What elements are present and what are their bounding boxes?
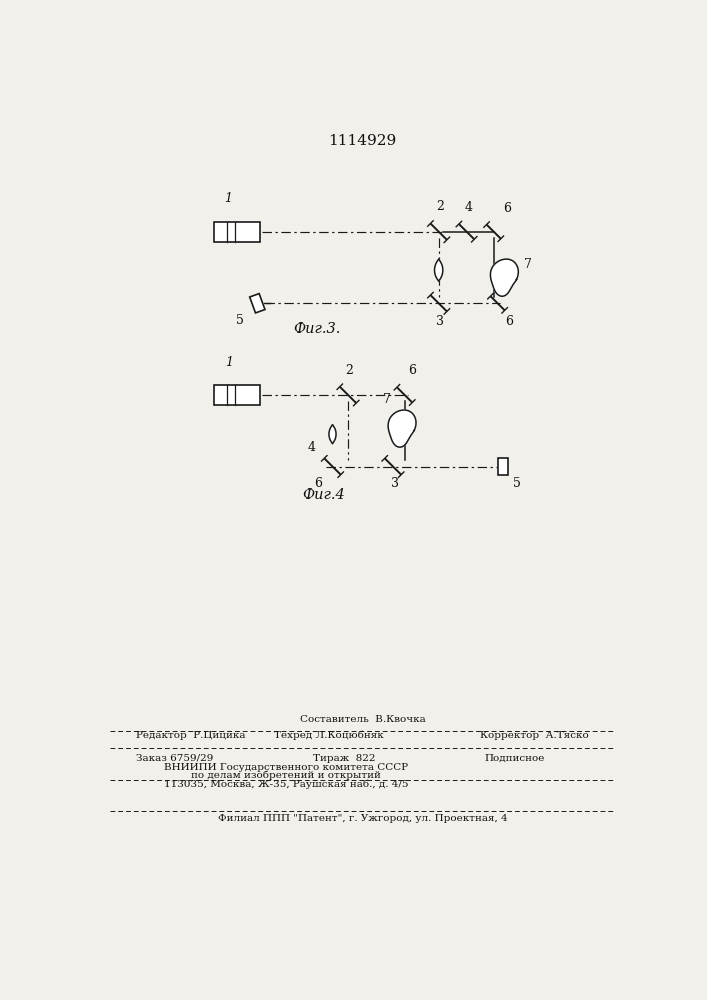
Text: 6: 6: [409, 364, 416, 377]
Text: 1: 1: [226, 356, 233, 369]
Polygon shape: [388, 410, 416, 447]
Text: Техред Л.Коцюбняк: Техред Л.Коцюбняк: [274, 730, 383, 740]
Text: по делам изобретений и открытий: по делам изобретений и открытий: [191, 771, 381, 780]
Text: 7: 7: [382, 393, 391, 406]
Text: 1: 1: [224, 192, 232, 205]
Text: 3: 3: [436, 315, 444, 328]
Polygon shape: [435, 259, 443, 281]
Text: Подписное: Подписное: [484, 754, 545, 763]
Text: Филиал ППП "Патент", г. Ужгород, ул. Проектная, 4: Филиал ППП "Патент", г. Ужгород, ул. Про…: [218, 814, 508, 823]
Text: 3: 3: [391, 477, 399, 490]
Text: Заказ 6759/29: Заказ 6759/29: [136, 754, 214, 763]
Bar: [214, 222, 260, 242]
Bar: [498, 458, 508, 475]
Text: ВНИИПИ Государственного комитета СССР: ВНИИПИ Государственного комитета СССР: [164, 763, 408, 772]
Text: 113035, Москва, Ж-35, Раушская наб., д. 4/5: 113035, Москва, Ж-35, Раушская наб., д. …: [164, 779, 408, 789]
Text: 7: 7: [524, 258, 532, 271]
Bar: [214, 385, 260, 405]
Text: Фиг.4: Фиг.4: [302, 488, 344, 502]
Text: Составитель  В.Квочка: Составитель В.Квочка: [300, 715, 426, 724]
Polygon shape: [329, 425, 336, 443]
Text: 2: 2: [436, 200, 444, 213]
Text: 1114929: 1114929: [329, 134, 397, 148]
Text: 6: 6: [315, 477, 322, 490]
Text: Редактор  Р.Цицика: Редактор Р.Цицика: [136, 731, 246, 740]
Text: Тираж  822: Тираж 822: [313, 754, 375, 763]
Text: 5: 5: [236, 314, 244, 327]
Text: 4: 4: [464, 201, 472, 214]
Text: Фиг.3.: Фиг.3.: [293, 322, 341, 336]
Text: 5: 5: [513, 477, 521, 490]
Polygon shape: [491, 259, 518, 296]
Text: 4: 4: [308, 441, 315, 454]
Text: 6: 6: [506, 315, 513, 328]
Text: 2: 2: [346, 364, 354, 377]
Text: 6: 6: [503, 202, 511, 215]
Text: Корректор  А.Тяско: Корректор А.Тяско: [479, 731, 588, 740]
Bar: [250, 294, 265, 313]
